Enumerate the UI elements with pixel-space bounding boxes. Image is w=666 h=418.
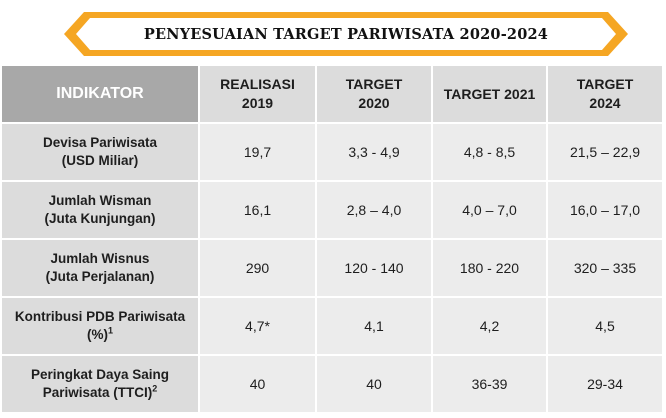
- header-realisasi-2019: REALISASI 2019: [200, 66, 317, 124]
- cell-target-2021: 36-39: [433, 356, 548, 414]
- cell-target-2020: 3,3 - 4,9: [317, 124, 433, 182]
- cell-realisasi-2019: 16,1: [200, 182, 317, 240]
- row-label-line1: Jumlah Wisnus: [50, 250, 150, 266]
- target-table: INDIKATOR REALISASI 2019 TARGET 2020 TAR…: [2, 66, 664, 414]
- cell-target-2024: 16,0 – 17,0: [548, 182, 664, 240]
- row-label-line1: Devisa Pariwisata: [42, 134, 158, 150]
- row-label-line1: Peringkat Daya Saing: [30, 366, 170, 382]
- table-row: Jumlah Wisman (Juta Kunjungan) 16,1 2,8 …: [2, 182, 664, 240]
- header-realisasi-line1: REALISASI: [220, 76, 295, 93]
- row-label-line2: (USD Miliar): [61, 153, 139, 168]
- page-title: PENYESUAIAN TARGET PARIWISATA 2020-2024: [143, 25, 549, 43]
- cell-target-2020: 120 - 140: [317, 240, 433, 298]
- row-label-line2: (Juta Kunjungan): [44, 211, 156, 226]
- header-indikator: INDIKATOR: [2, 66, 200, 124]
- table-row: Jumlah Wisnus (Juta Perjalanan) 290 120 …: [2, 240, 664, 298]
- row-label-line2: (%): [86, 327, 108, 342]
- header-realisasi-line2: 2019: [241, 95, 274, 111]
- row-label-line2: (Juta Perjalanan): [45, 269, 155, 284]
- cell-target-2024: 29-34: [548, 356, 664, 414]
- row-label-line1: Kontribusi PDB Pariwisata: [14, 308, 186, 324]
- header-target-2020: TARGET 2020: [317, 66, 433, 124]
- cell-target-2021: 4,0 – 7,0: [433, 182, 548, 240]
- cell-realisasi-2019: 19,7: [200, 124, 317, 182]
- header-target2024-line2: 2024: [589, 95, 621, 111]
- row-label: Kontribusi PDB Pariwisata (%)1: [2, 298, 200, 356]
- cell-realisasi-2019: 4,7*: [200, 298, 317, 356]
- header-target-2021: TARGET 2021: [433, 66, 548, 124]
- header-target-2024: TARGET 2024: [548, 66, 664, 124]
- cell-target-2024: 21,5 – 22,9: [548, 124, 664, 182]
- table-row: Kontribusi PDB Pariwisata (%)1 4,7* 4,1 …: [2, 298, 664, 356]
- cell-target-2024: 320 – 335: [548, 240, 664, 298]
- cell-target-2021: 180 - 220: [433, 240, 548, 298]
- table-row: Peringkat Daya Saing Pariwisata (TTCI)2 …: [2, 356, 664, 414]
- cell-target-2020: 40: [317, 356, 433, 414]
- header-target2020-line2: 2020: [358, 95, 390, 111]
- cell-target-2020: 2,8 – 4,0: [317, 182, 433, 240]
- cell-target-2020: 4,1: [317, 298, 433, 356]
- row-label: Peringkat Daya Saing Pariwisata (TTCI)2: [2, 356, 200, 414]
- cell-realisasi-2019: 40: [200, 356, 317, 414]
- title-banner: PENYESUAIAN TARGET PARIWISATA 2020-2024: [62, 10, 630, 58]
- table-row: Devisa Pariwisata (USD Miliar) 19,7 3,3 …: [2, 124, 664, 182]
- cell-target-2024: 4,5: [548, 298, 664, 356]
- row-label-line1: Jumlah Wisman: [48, 192, 152, 208]
- cell-realisasi-2019: 290: [200, 240, 317, 298]
- header-row: INDIKATOR REALISASI 2019 TARGET 2020 TAR…: [2, 66, 664, 124]
- row-label: Jumlah Wisman (Juta Kunjungan): [2, 182, 200, 240]
- cell-target-2021: 4,2: [433, 298, 548, 356]
- row-label: Jumlah Wisnus (Juta Perjalanan): [2, 240, 200, 298]
- header-target2024-line1: TARGET: [576, 76, 634, 93]
- footnote-marker: 2: [152, 383, 158, 394]
- footnote-marker: 1: [107, 325, 113, 336]
- row-label-line2: Pariwisata (TTCI): [42, 385, 153, 400]
- header-target2020-line1: TARGET: [345, 76, 403, 93]
- cell-target-2021: 4,8 - 8,5: [433, 124, 548, 182]
- row-label: Devisa Pariwisata (USD Miliar): [2, 124, 200, 182]
- banner-frame: [64, 12, 628, 56]
